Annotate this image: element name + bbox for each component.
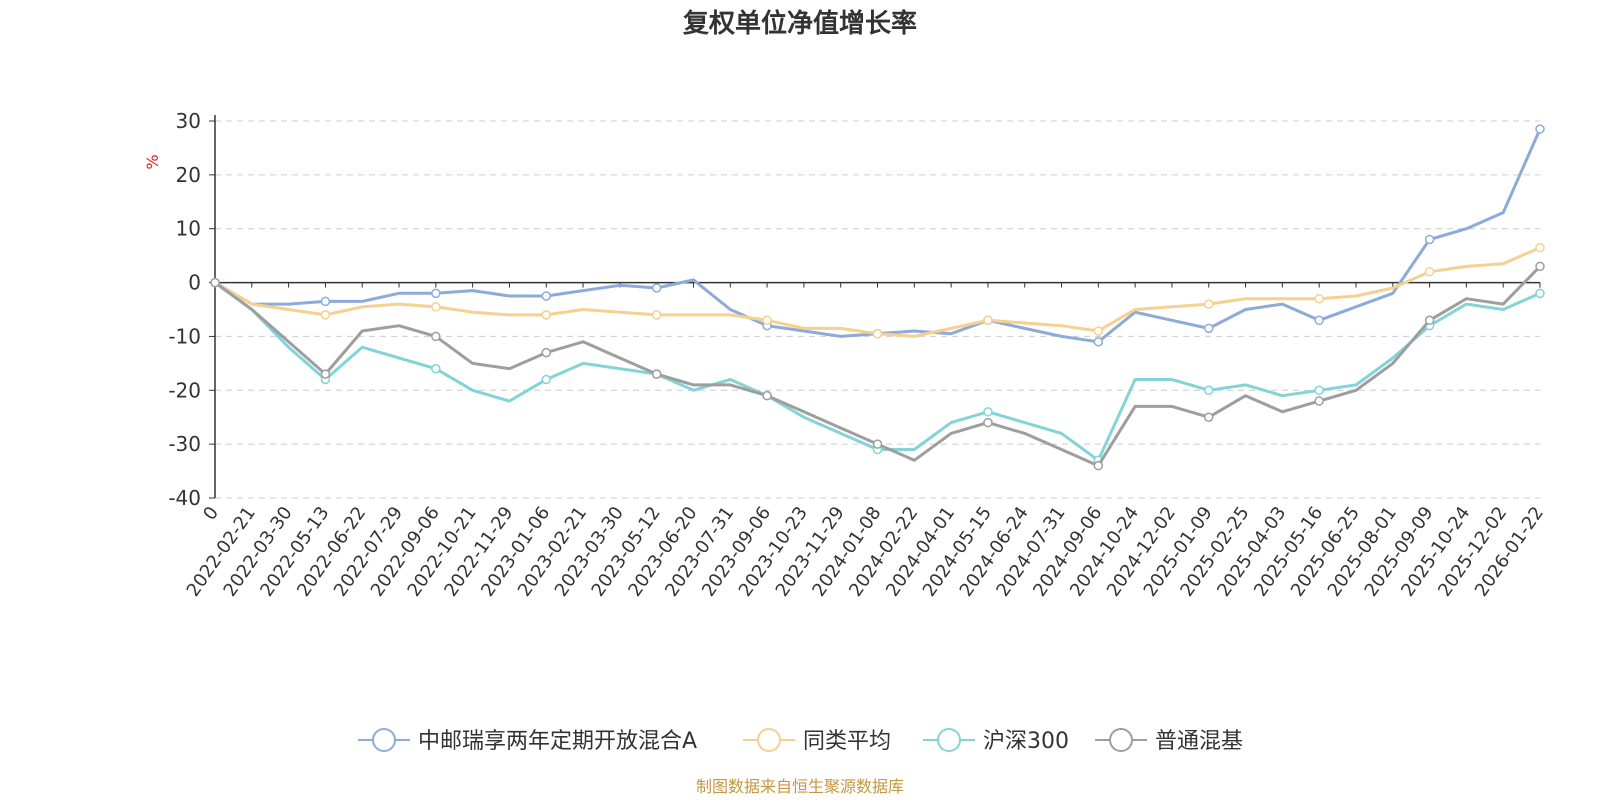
series-point bbox=[1314, 385, 1324, 396]
series-point bbox=[541, 291, 551, 301]
y-tick-label: 0 bbox=[188, 271, 201, 295]
series-point bbox=[1204, 323, 1214, 334]
series-point bbox=[983, 315, 993, 326]
series-point bbox=[541, 347, 551, 358]
series-point bbox=[1535, 124, 1545, 134]
legend-label: 普通混基 bbox=[1155, 729, 1243, 754]
series-point bbox=[1535, 288, 1545, 299]
axis-layer: 3020100-10-20-30-4002022-02-212022-03-30… bbox=[168, 109, 1548, 601]
legend-label: 沪深300 bbox=[983, 729, 1069, 754]
series-line-1 bbox=[213, 127, 1542, 344]
series-point bbox=[320, 296, 331, 307]
y-tick-label: 20 bbox=[176, 163, 201, 187]
y-tick-label: -20 bbox=[168, 378, 201, 402]
x-tick-label: 0 bbox=[199, 503, 223, 524]
legend-item[interactable]: 中邮瑞享两年定期开放混合A bbox=[358, 728, 697, 754]
series-point bbox=[651, 369, 662, 379]
series-point bbox=[1535, 242, 1545, 253]
legend-marker-icon bbox=[372, 728, 396, 752]
series-point bbox=[210, 277, 220, 288]
series-point bbox=[1093, 326, 1104, 336]
chart-title: 复权单位净值增长率 bbox=[683, 8, 917, 39]
series-point bbox=[651, 283, 662, 293]
series-point bbox=[1093, 460, 1104, 471]
series-point bbox=[431, 331, 441, 342]
series-point bbox=[1535, 261, 1545, 272]
series-point bbox=[431, 302, 441, 312]
series-point bbox=[541, 310, 551, 320]
data-source-note: 制图数据来自恒生聚源数据库 bbox=[696, 777, 904, 796]
series-line-3 bbox=[213, 281, 1542, 462]
legend-marker-icon bbox=[757, 728, 781, 752]
series-point bbox=[431, 363, 441, 374]
series-point bbox=[983, 417, 993, 428]
series-point bbox=[1204, 385, 1214, 396]
series-point bbox=[872, 328, 883, 339]
legend[interactable]: 中邮瑞享两年定期开放混合A 同类平均 沪深300 普通混基 bbox=[358, 728, 1243, 754]
y-tick-label: 30 bbox=[176, 109, 201, 133]
series-point bbox=[320, 369, 331, 379]
y-tick-label: -30 bbox=[168, 432, 201, 456]
series-point bbox=[1204, 412, 1214, 422]
series-layer bbox=[210, 124, 1545, 471]
series-point bbox=[1204, 299, 1214, 309]
legend-label: 同类平均 bbox=[803, 729, 891, 754]
series-point bbox=[1424, 315, 1435, 326]
series-point bbox=[1424, 234, 1435, 245]
legend-label: 中邮瑞享两年定期开放混合A bbox=[418, 729, 697, 754]
y-tick-label: -10 bbox=[168, 324, 201, 348]
legend-item[interactable]: 普通混基 bbox=[1095, 728, 1243, 754]
series-point bbox=[1424, 267, 1435, 277]
series-point bbox=[1314, 396, 1324, 406]
legend-marker-icon bbox=[1109, 728, 1133, 752]
series-point bbox=[872, 439, 883, 449]
series-point bbox=[320, 310, 331, 320]
legend-item[interactable]: 沪深300 bbox=[923, 728, 1069, 754]
series-point bbox=[762, 390, 772, 401]
series-point bbox=[983, 407, 993, 417]
series-point bbox=[762, 315, 772, 326]
series-point bbox=[1314, 293, 1324, 304]
y-axis-unit: % bbox=[143, 154, 162, 169]
series-point bbox=[431, 288, 441, 299]
series-point bbox=[1093, 337, 1104, 347]
legend-marker-icon bbox=[937, 728, 961, 752]
series-point bbox=[651, 310, 662, 320]
y-tick-label: -40 bbox=[168, 486, 201, 510]
series-point bbox=[541, 374, 551, 385]
legend-item[interactable]: 同类平均 bbox=[743, 728, 891, 754]
y-tick-label: 10 bbox=[176, 217, 201, 241]
series-point bbox=[1314, 315, 1324, 326]
